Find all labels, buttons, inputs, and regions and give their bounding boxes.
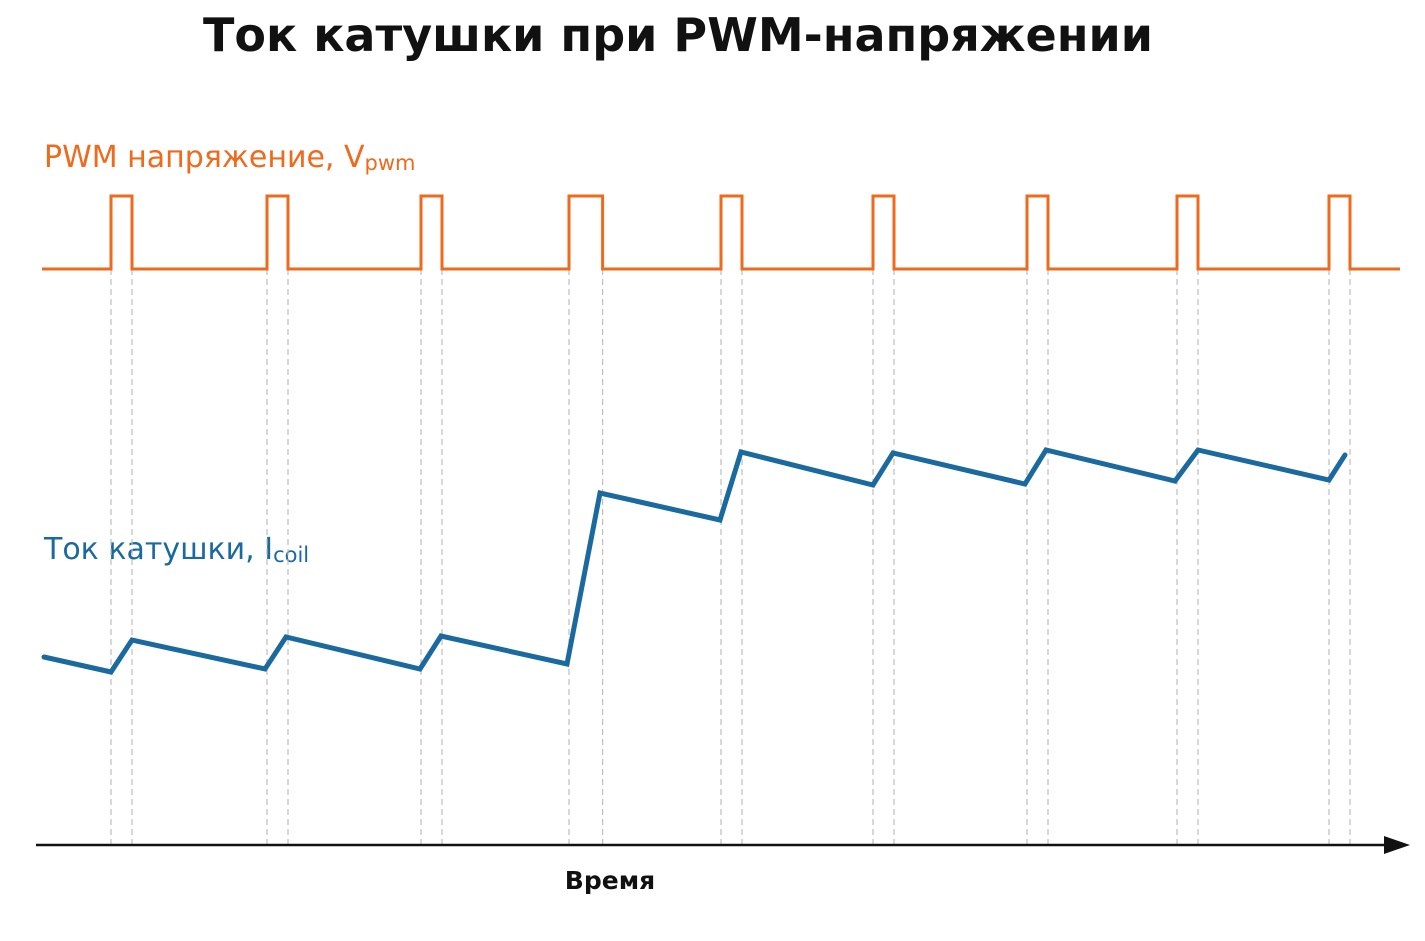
coil-current-waveform bbox=[41, 447, 1348, 675]
pwm-waveform bbox=[42, 194, 1400, 271]
x-axis-label: Время bbox=[564, 866, 656, 895]
pwm-label-main: PWM напряжение, V bbox=[44, 140, 365, 175]
coil-label-main: Ток катушки, I bbox=[44, 532, 274, 567]
diagram-title: Ток катушки при PWM-напряжении bbox=[202, 8, 1153, 62]
pwm-voltage-label: PWM напряжение, Vpwm bbox=[44, 140, 416, 175]
pwm-label-subscript: pwm bbox=[364, 151, 416, 175]
coil-label-subscript: coil bbox=[273, 543, 310, 567]
coil-current-label: Ток катушки, Icoil bbox=[44, 532, 309, 567]
guide-lines bbox=[110, 269, 1351, 845]
time-axis-arrow-icon bbox=[1384, 836, 1410, 854]
